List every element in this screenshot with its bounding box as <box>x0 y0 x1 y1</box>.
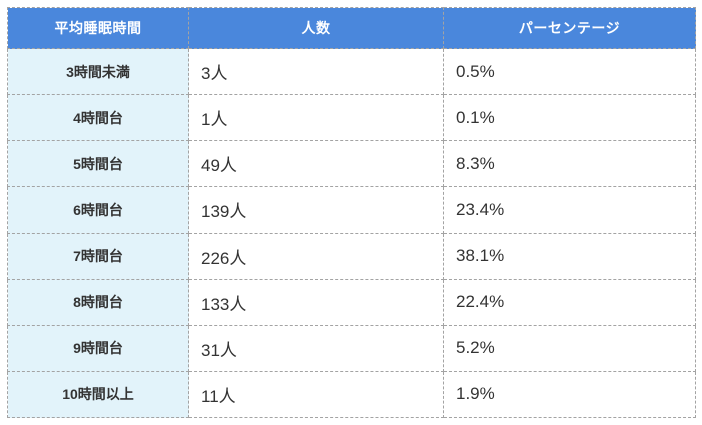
row-label: 7時間台 <box>7 232 189 280</box>
row-count: 226人 <box>188 232 444 280</box>
row-percentage: 5.2% <box>443 324 696 372</box>
row-percentage: 23.4% <box>443 186 696 234</box>
table-row: 8時間台 133人 22.4% <box>7 278 696 326</box>
column-header-time: 平均睡眠時間 <box>7 7 189 49</box>
row-count: 31人 <box>188 324 444 372</box>
row-label: 4時間台 <box>7 94 189 142</box>
row-count: 49人 <box>188 140 444 188</box>
table-row: 9時間台 31人 5.2% <box>7 324 696 372</box>
column-header-count: 人数 <box>188 7 444 49</box>
row-label: 6時間台 <box>7 186 189 234</box>
sleep-time-table: 平均睡眠時間 人数 パーセンテージ 3時間未満 3人 0.5% 4時間台 1人 … <box>7 7 696 419</box>
row-percentage: 38.1% <box>443 232 696 280</box>
row-percentage: 0.1% <box>443 94 696 142</box>
row-label: 5時間台 <box>7 140 189 188</box>
table-row: 10時間以上 11人 1.9% <box>7 370 696 419</box>
row-label: 9時間台 <box>7 324 189 372</box>
row-label: 8時間台 <box>7 278 189 326</box>
row-label: 10時間以上 <box>7 370 189 419</box>
table-row: 7時間台 226人 38.1% <box>7 232 696 280</box>
row-label: 3時間未満 <box>7 47 189 96</box>
table-row: 5時間台 49人 8.3% <box>7 140 696 188</box>
table-row: 3時間未満 3人 0.5% <box>7 47 696 96</box>
row-percentage: 0.5% <box>443 47 696 96</box>
row-count: 1人 <box>188 94 444 142</box>
row-percentage: 22.4% <box>443 278 696 326</box>
row-count: 11人 <box>188 370 444 419</box>
column-header-percentage: パーセンテージ <box>443 7 696 49</box>
row-count: 133人 <box>188 278 444 326</box>
table-row: 6時間台 139人 23.4% <box>7 186 696 234</box>
row-percentage: 8.3% <box>443 140 696 188</box>
row-percentage: 1.9% <box>443 370 696 419</box>
table-row: 4時間台 1人 0.1% <box>7 94 696 142</box>
row-count: 3人 <box>188 47 444 96</box>
row-count: 139人 <box>188 186 444 234</box>
table-header-row: 平均睡眠時間 人数 パーセンテージ <box>7 7 696 49</box>
